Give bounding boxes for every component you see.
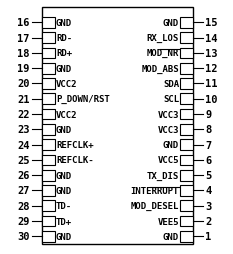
Bar: [180, 18, 193, 28]
Text: GND: GND: [56, 186, 72, 195]
Bar: [180, 170, 193, 181]
Text: 16: 16: [17, 18, 30, 28]
Text: GND: GND: [163, 19, 179, 28]
Text: 10: 10: [205, 94, 217, 104]
Text: TD-: TD-: [56, 201, 72, 211]
Text: 29: 29: [17, 216, 30, 226]
Text: 8: 8: [205, 125, 211, 135]
Bar: [42, 33, 55, 44]
Text: 17: 17: [17, 34, 30, 43]
Text: GND: GND: [163, 232, 179, 241]
Bar: [42, 48, 55, 59]
Bar: [42, 155, 55, 166]
Bar: [42, 231, 55, 242]
Text: GND: GND: [56, 171, 72, 180]
Text: 14: 14: [205, 34, 217, 43]
Text: VCC5: VCC5: [158, 156, 179, 165]
Text: 3: 3: [205, 201, 211, 211]
Text: VEE5: VEE5: [158, 217, 179, 226]
Text: GND: GND: [56, 232, 72, 241]
Text: SDA: SDA: [163, 80, 179, 89]
Bar: [180, 231, 193, 242]
Text: VCC2: VCC2: [56, 110, 78, 119]
Text: REFCLK+: REFCLK+: [56, 140, 94, 150]
Text: 18: 18: [17, 49, 30, 59]
Text: 25: 25: [17, 155, 30, 165]
Text: INTERRUPT: INTERRUPT: [131, 186, 179, 195]
Text: 20: 20: [17, 79, 30, 89]
Text: TD+: TD+: [56, 217, 72, 226]
Bar: [180, 201, 193, 211]
Bar: [42, 185, 55, 196]
Bar: [42, 94, 55, 105]
Bar: [180, 140, 193, 150]
Text: MOD_ABS: MOD_ABS: [141, 64, 179, 73]
Text: SCL: SCL: [163, 95, 179, 104]
Text: 15: 15: [205, 18, 217, 28]
Bar: [42, 8, 193, 244]
Text: VCC3: VCC3: [158, 125, 179, 134]
Text: 9: 9: [205, 109, 211, 120]
Text: 19: 19: [17, 64, 30, 74]
Text: GND: GND: [56, 125, 72, 134]
Text: 24: 24: [17, 140, 30, 150]
Text: RX_LOS: RX_LOS: [147, 34, 179, 43]
Bar: [180, 48, 193, 59]
Text: 12: 12: [205, 64, 217, 74]
Text: 2: 2: [205, 216, 211, 226]
Text: 4: 4: [205, 186, 211, 196]
Text: GND: GND: [56, 65, 72, 73]
Text: RD-: RD-: [56, 34, 72, 43]
Text: 22: 22: [17, 109, 30, 120]
Bar: [42, 140, 55, 150]
Text: 11: 11: [205, 79, 217, 89]
Bar: [42, 18, 55, 28]
Text: 13: 13: [205, 49, 217, 59]
Bar: [180, 155, 193, 166]
Text: VCC3: VCC3: [158, 110, 179, 119]
Text: 5: 5: [205, 170, 211, 181]
Bar: [42, 124, 55, 135]
Bar: [180, 94, 193, 105]
Text: GND: GND: [163, 140, 179, 150]
Text: 21: 21: [17, 94, 30, 104]
Bar: [180, 185, 193, 196]
Text: VCC2: VCC2: [56, 80, 78, 89]
Text: MOD_NR: MOD_NR: [147, 49, 179, 58]
Text: REFCLK-: REFCLK-: [56, 156, 94, 165]
Bar: [42, 64, 55, 74]
Bar: [42, 109, 55, 120]
Bar: [180, 124, 193, 135]
Text: 30: 30: [17, 231, 30, 241]
Text: P_DOWN/RST: P_DOWN/RST: [56, 95, 110, 104]
Bar: [42, 201, 55, 211]
Text: 1: 1: [205, 231, 211, 241]
Bar: [42, 216, 55, 227]
Bar: [180, 79, 193, 89]
Bar: [42, 79, 55, 89]
Bar: [42, 170, 55, 181]
Bar: [180, 109, 193, 120]
Text: RD+: RD+: [56, 49, 72, 58]
Text: 26: 26: [17, 170, 30, 181]
Text: MOD_DESEL: MOD_DESEL: [131, 201, 179, 211]
Bar: [180, 216, 193, 227]
Text: 6: 6: [205, 155, 211, 165]
Text: 28: 28: [17, 201, 30, 211]
Text: TX_DIS: TX_DIS: [147, 171, 179, 180]
Text: 27: 27: [17, 186, 30, 196]
Text: GND: GND: [56, 19, 72, 28]
Bar: [180, 64, 193, 74]
Text: 23: 23: [17, 125, 30, 135]
Bar: [180, 33, 193, 44]
Text: 7: 7: [205, 140, 211, 150]
